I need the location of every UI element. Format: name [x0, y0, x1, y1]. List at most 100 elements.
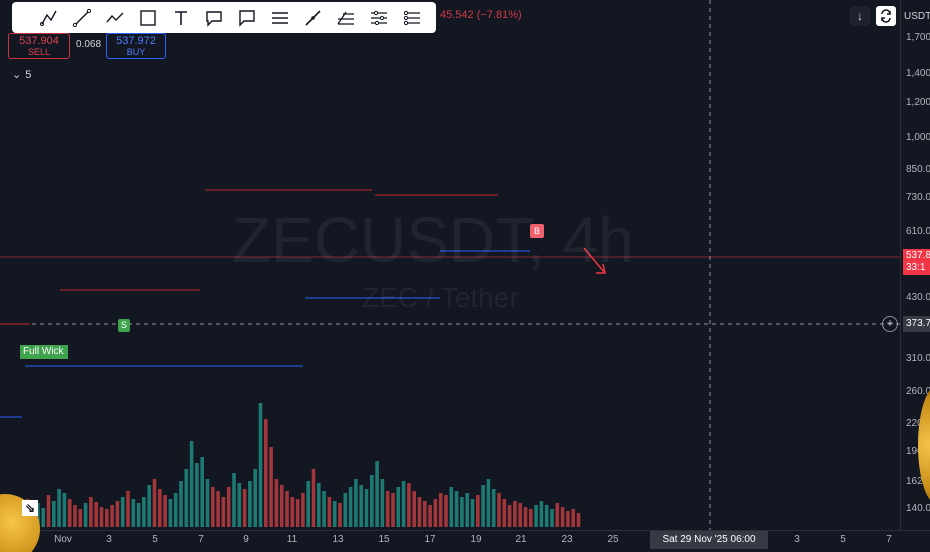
- price-tick: 162.0: [906, 476, 930, 487]
- brush-icon[interactable]: [36, 5, 62, 31]
- measure-icon[interactable]: [399, 5, 425, 31]
- time-axis[interactable]: [0, 530, 930, 552]
- volume-bar: [147, 485, 151, 527]
- volume-bar: [497, 493, 501, 527]
- buy-label: BUY: [126, 47, 146, 57]
- coin-image: [918, 385, 930, 505]
- volume-bar: [523, 507, 528, 527]
- volume-bar: [550, 509, 554, 527]
- volume-bar: [560, 507, 565, 527]
- fib-icon[interactable]: [333, 5, 359, 31]
- pitchfork-icon[interactable]: [366, 5, 392, 31]
- buy-button[interactable]: 537.972 BUY: [106, 33, 166, 59]
- price-axis[interactable]: [900, 0, 930, 530]
- sync-button[interactable]: [876, 6, 896, 26]
- volume-bar: [370, 475, 374, 527]
- volume-bar: [534, 505, 538, 527]
- currency-label[interactable]: USDT: [904, 10, 930, 22]
- volume-bar: [428, 505, 432, 527]
- path-icon[interactable]: [102, 5, 128, 31]
- volume-bar: [67, 499, 72, 527]
- callout-icon[interactable]: [201, 5, 227, 31]
- ray-icon[interactable]: [300, 5, 326, 31]
- volume-bar: [348, 487, 353, 527]
- volume-bar: [184, 469, 189, 527]
- chart-area[interactable]: [0, 0, 900, 530]
- parallel-channel-icon[interactable]: [267, 5, 293, 31]
- crosshair-price: 373.7: [903, 316, 930, 332]
- last-price-tag: 537.8 33:1: [903, 249, 930, 275]
- comment-icon[interactable]: [234, 5, 260, 31]
- chevron-down-icon: ⌄: [12, 69, 22, 81]
- time-tick: 5: [840, 534, 846, 545]
- volume-bar: [513, 501, 517, 527]
- time-tick: 7: [886, 534, 892, 545]
- time-tick: 7: [198, 534, 204, 545]
- rectangle-icon[interactable]: [135, 5, 161, 31]
- price-tick: 1,700.0: [906, 32, 930, 43]
- volume-bar: [152, 479, 157, 527]
- sell-label: SELL: [27, 47, 51, 57]
- price-change: 45.542 (−7.81%): [440, 9, 522, 21]
- volume-bar: [465, 493, 469, 527]
- time-tick: 3: [106, 534, 112, 545]
- volume-bar: [105, 509, 109, 527]
- price-tick: 1,400.0: [906, 68, 930, 79]
- price-tick: 1,000.0: [906, 132, 930, 143]
- volume-bar: [216, 491, 220, 527]
- volume-bar: [476, 495, 480, 527]
- volume-bar: [115, 501, 120, 527]
- volume-bar: [375, 461, 379, 527]
- volume-bar: [46, 495, 51, 527]
- price-tick: 260.0: [906, 386, 930, 397]
- sell-button[interactable]: 537.904 SELL: [8, 33, 70, 59]
- volume-bar: [486, 479, 491, 527]
- arrow-icon: ⇘: [22, 500, 38, 516]
- volume-bar: [110, 505, 114, 527]
- volume-bar: [221, 497, 226, 527]
- volume-bar: [401, 481, 406, 527]
- volume-bar: [62, 493, 67, 527]
- volume-bar: [417, 497, 422, 527]
- price-tick: 850.0: [906, 164, 930, 175]
- time-tick: 23: [561, 534, 573, 545]
- volume-bar: [269, 447, 273, 527]
- volume-bar: [285, 491, 289, 527]
- volume-bar: [518, 503, 522, 527]
- text-icon[interactable]: [168, 5, 194, 31]
- volume-bar: [555, 503, 560, 527]
- sell-signal-marker: S: [118, 319, 130, 332]
- sell-price: 537.904: [19, 35, 59, 47]
- volume-bar: [279, 485, 284, 527]
- volume-bar: [258, 403, 263, 527]
- volume-bar: [412, 491, 416, 527]
- volume-bar: [237, 483, 242, 527]
- volume-bar: [444, 495, 448, 527]
- time-tick: 3: [794, 534, 800, 545]
- price-chart[interactable]: [0, 0, 900, 530]
- indicators-toggle[interactable]: ⌄ 5: [12, 68, 31, 82]
- volume-bar: [195, 463, 199, 527]
- add-alert-button[interactable]: +: [882, 316, 898, 332]
- price-tick: 220.0: [906, 418, 930, 429]
- volume-bar: [120, 497, 125, 527]
- volume-bar: [470, 499, 475, 527]
- volume-bar: [136, 503, 141, 527]
- price-tick: 310.0: [906, 353, 930, 364]
- volume-bar: [295, 499, 300, 527]
- volume-bar: [232, 473, 236, 527]
- volume-bar: [460, 497, 464, 527]
- volume-bar: [317, 483, 321, 527]
- spread-value: 0.068: [76, 39, 102, 50]
- scroll-to-latest-button[interactable]: ↓: [850, 6, 870, 26]
- crosshair-time: Sat 29 Nov '25 06:00: [650, 531, 768, 549]
- volume-bar: [264, 419, 268, 527]
- projection-arrow: [583, 247, 605, 273]
- time-tick: 5: [152, 534, 158, 545]
- trend-line-icon[interactable]: [69, 5, 95, 31]
- volume-bar: [529, 509, 533, 527]
- volume-bar: [423, 501, 427, 527]
- volume-bar: [89, 497, 93, 527]
- volume-bar: [179, 481, 183, 527]
- buy-signal-marker: B: [530, 224, 544, 238]
